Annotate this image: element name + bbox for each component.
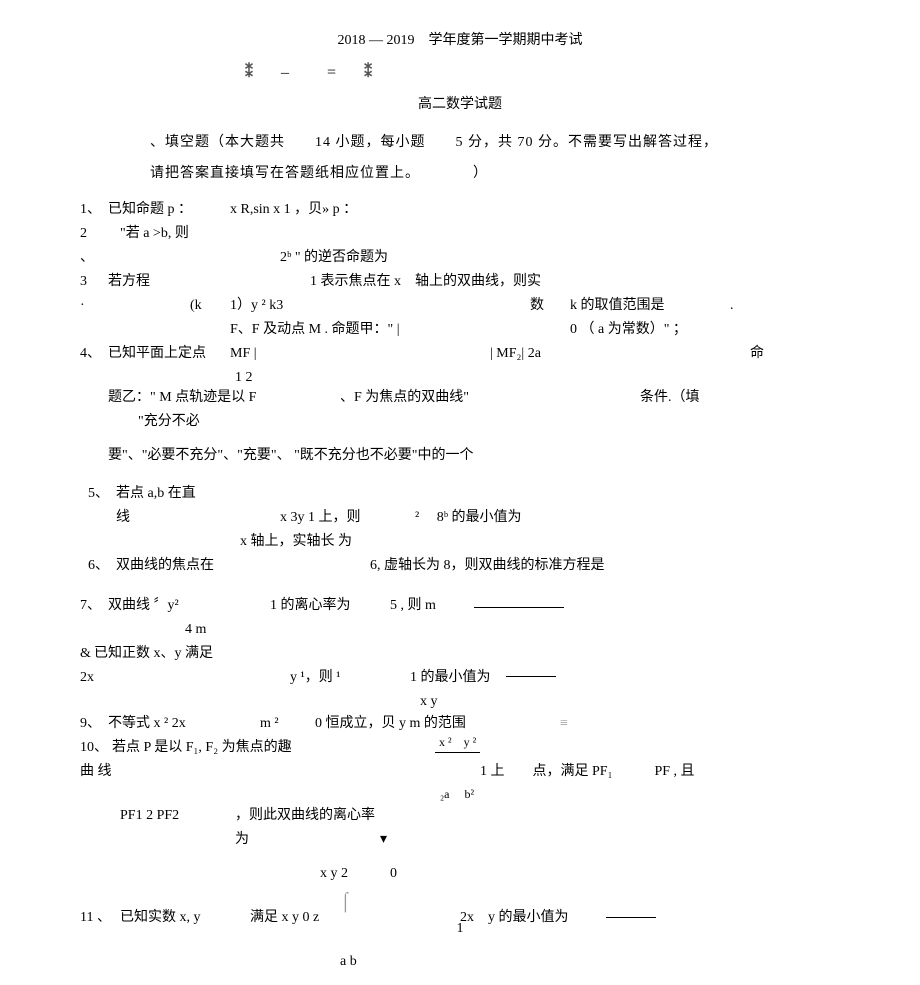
q10-r2: 1 上 点，满足 PF₁ PF , 且 [480, 761, 695, 783]
instructions-line2: 请把答案直接填写在答题纸相应位置上。 ） [150, 163, 840, 185]
q2-num: 2 [80, 223, 87, 245]
q4-l6: 要"、"必要不充分"、"充要"、 "既不充分也不必要"中的一个 [108, 445, 474, 467]
q7-sub: 4 m [185, 619, 206, 641]
q11-r1: 满足 x y 0 z [250, 907, 319, 929]
q9-num: 9、 [80, 713, 101, 735]
q11-num: 11 、 [80, 907, 111, 929]
q5-num: 5、 [88, 483, 109, 505]
q7-r1: 1 的离心率为 [270, 595, 351, 617]
q7-text: 双曲线 〞y² [108, 595, 179, 617]
instructions-line1: 、填空题（本大题共 14 小题，每小题 5 分，共 70 分。不需要写出解答过程… [150, 132, 840, 154]
q1-num: 1、 [80, 199, 101, 221]
q4-l4b: 、F 为焦点的双曲线" [340, 387, 469, 409]
q3-paren: (k [190, 295, 202, 317]
page-number: 1 [457, 918, 464, 940]
q11-top: x y 2 0 [320, 863, 397, 885]
q9-text: 不等式 x ² 2x [108, 713, 186, 735]
q7-blank [474, 607, 564, 608]
q4-l5: "充分不必 [138, 411, 200, 433]
q11-r2: 2x y 的最小值为 [460, 907, 569, 929]
q9-m: m ² [260, 713, 279, 735]
footer-ab: a b [340, 951, 357, 973]
q4-l4c: 条件.（填 [640, 387, 700, 409]
q10-l4: 为 [235, 829, 249, 851]
q10-top: x ² y ² [435, 733, 480, 753]
q5-expr2: ² 8ᵇ 的最小值为 [415, 507, 522, 529]
symbol-row: ⁑ – = ⁑ [80, 60, 840, 86]
q8-l2: 2x [80, 667, 94, 689]
q10-text: 若点 P 是以 F₁, F₂ 为焦点的趣 [112, 737, 292, 759]
q11-blank [606, 917, 656, 918]
q2-bkt: 、 [80, 247, 94, 269]
q5-l1: 若点 a,b 在直 [116, 483, 196, 505]
q5-l2: 线 [116, 507, 130, 529]
q9-pre: x y [420, 691, 438, 713]
q1-text: 已知命题 p ： [108, 199, 192, 221]
q8-r2: 1 的最小值为 [410, 667, 491, 689]
q6-text: 双曲线的焦点在 [116, 555, 214, 577]
q3-dot: . [730, 295, 734, 317]
q6-rest: 6, 虚轴长为 8，则双曲线的标准方程是 [370, 555, 605, 577]
q10-l3: PF1 2 PF2 [120, 805, 179, 827]
q2-l1: "若 a >b, 则 [120, 223, 189, 245]
q6-num: 6、 [88, 555, 109, 577]
q7-r2: 5 , 则 m [390, 595, 436, 617]
q7-num: 7、 [80, 595, 101, 617]
q8-r1: y ¹，则 ¹ [290, 667, 340, 689]
q3-num: 3 [80, 271, 87, 293]
q3-expr1: 1 表示焦点在 x 轴上的双曲线，则实 [310, 271, 541, 293]
doc-title: 2018 — 2019 学年度第一学期期中考试 [80, 30, 840, 52]
q10-l2: 曲 线 [80, 761, 112, 783]
q3-l1: 若方程 [108, 271, 150, 293]
q10-bot: ₂a b² [440, 785, 474, 804]
q10-r3: ，则此双曲线的离心率 [235, 805, 375, 827]
q4-text: 已知平面上定点 [108, 343, 206, 365]
q3-tail2: k 的取值范围是 [570, 295, 665, 317]
q4-l2b: | MF₂| 2a [490, 343, 541, 365]
doc-subtitle: 高二数学试题 [80, 94, 840, 116]
q8-text: 已知正数 x、y 满足 [94, 643, 213, 665]
q3-tail: 数 [530, 295, 544, 317]
q1-expr: x R,sin x 1 ，贝» p ： [230, 199, 357, 221]
q10-num: 10、 [80, 737, 108, 759]
q3-bkt: · [80, 295, 85, 317]
q9-sym: ≡ [560, 713, 568, 735]
q4-l2a: MF | [230, 343, 257, 365]
q8-blank [506, 676, 556, 677]
q6-pre: x 轴上，实轴长 为 [240, 531, 352, 553]
q5-expr1: x 3y 1 上，则 [280, 507, 361, 529]
q3-expr2: 1）y ² k3 [230, 295, 283, 317]
q10-dot: ▾ [380, 829, 387, 851]
q2-expr: 2ᵇ " 的逆否命题为 [280, 247, 388, 269]
q4-l1b: 0 （ a 为常数）" ； [570, 319, 687, 341]
q4-num: 4、 [80, 343, 101, 365]
q11-text: 已知实数 x, y [120, 907, 201, 929]
q8-num: & [80, 643, 91, 665]
q4-l1a: F、F 及动点 M . 命题甲：" | [230, 319, 400, 341]
q4-l2c: 命 [750, 343, 764, 365]
q4-l4a: 题乙：" M 点轨迹是以 F [108, 387, 256, 409]
